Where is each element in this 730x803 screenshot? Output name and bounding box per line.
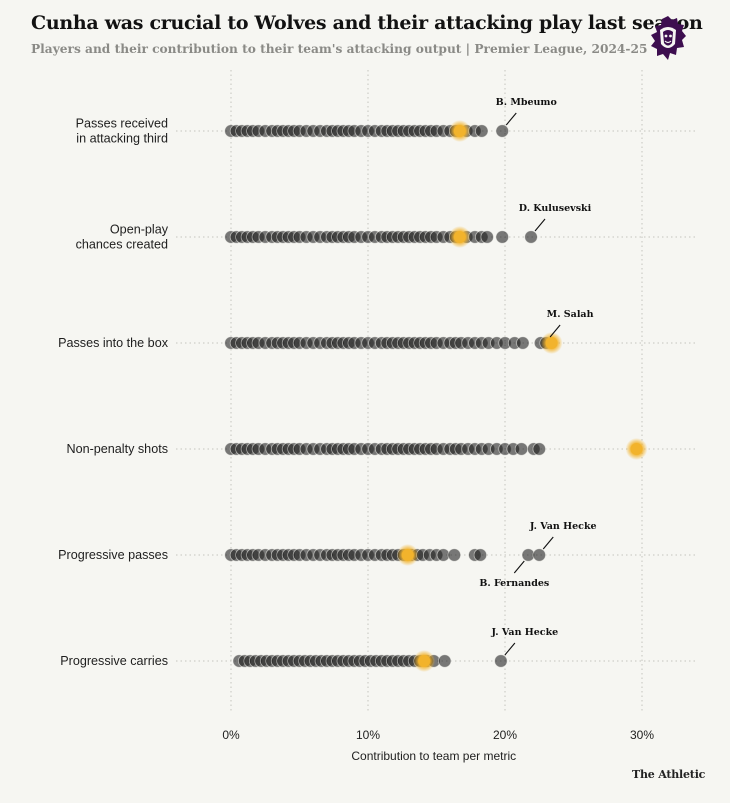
player-dot (495, 124, 509, 138)
player-dot (514, 442, 529, 456)
highlight-dot (630, 443, 643, 455)
annotation-leader (505, 112, 517, 126)
highlight-dot (453, 231, 466, 243)
metric-label: Progressive passes (58, 548, 168, 562)
premier-league-lion-logo (651, 16, 686, 60)
x-tick-label: 0% (222, 728, 240, 742)
annotation-label: B. Fernandes (479, 578, 549, 589)
publisher-credit: The Athletic (632, 768, 706, 781)
x-tick-label: 30% (630, 728, 654, 742)
player-dot (524, 230, 538, 244)
annotation-label: J. Van Hecke (491, 627, 559, 638)
metric-label: Progressive carries (60, 654, 168, 668)
player-dot (473, 548, 488, 562)
annotation-label: M. Salah (547, 309, 594, 320)
player-dot (475, 124, 489, 138)
annotation-leader (513, 560, 525, 574)
chart-title: Cunha was crucial to Wolves and their at… (31, 12, 703, 34)
x-axis-label: Contribution to team per metric (351, 749, 516, 763)
player-dot (532, 548, 546, 562)
player-dot (494, 654, 508, 668)
metric-label: Passes into the box (58, 336, 169, 350)
annotation-label: B. Mbeumo (496, 97, 557, 108)
player-dot (447, 548, 462, 562)
annotation-leader (542, 536, 554, 550)
annotation-label: J. Van Hecke (529, 521, 597, 532)
x-tick-label: 10% (356, 728, 380, 742)
metric-label: Non-penalty shots (66, 442, 168, 456)
player-dot (480, 230, 494, 244)
player-dot (516, 336, 530, 350)
player-dot (438, 654, 452, 668)
chart-subtitle: Players and their contribution to their … (31, 42, 648, 56)
metric-label: Passes received in attacking third (76, 117, 168, 146)
highlight-dot (418, 655, 431, 667)
player-dot (495, 230, 509, 244)
annotation-label: D. Kulusevski (519, 203, 592, 214)
annotation-leader (504, 642, 516, 656)
annotation-leader (534, 218, 546, 232)
annotation-leader (549, 324, 561, 338)
highlight-dot (401, 549, 414, 561)
metric-label: Open-play chances created (76, 223, 169, 252)
highlight-dot (545, 337, 558, 349)
highlight-dot (453, 125, 466, 137)
player-dot (532, 442, 546, 456)
x-tick-label: 20% (493, 728, 517, 742)
